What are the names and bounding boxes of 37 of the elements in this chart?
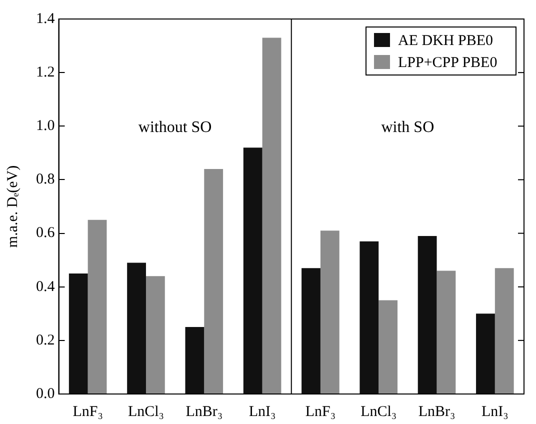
y-tick-label: 1.0: [36, 118, 55, 134]
x-tick-label: LnF₃: [305, 404, 336, 420]
x-tick-label: LnI₃: [248, 404, 276, 420]
legend-label: AE DKH PBE0: [398, 32, 494, 49]
x-tick-label: LnBr₃: [186, 404, 223, 420]
y-axis-title: m.a.e. Dₑ(eV): [4, 165, 21, 248]
bar: [68, 273, 88, 394]
bar: [494, 268, 514, 394]
y-tick-label: 1.2: [36, 64, 55, 81]
bar: [243, 148, 262, 394]
annotation: without SO: [138, 118, 212, 136]
annotation: with SO: [381, 118, 434, 136]
bar: [436, 270, 456, 394]
y-tick-label: 1.4: [36, 10, 56, 27]
bar: [302, 268, 320, 394]
y-tick-label: 0.0: [36, 386, 55, 402]
bar: [320, 230, 340, 394]
bar: [127, 262, 146, 394]
x-tick-label: LnCl₃: [360, 404, 397, 420]
bar: [146, 276, 165, 394]
x-tick-label: LnCl₃: [128, 404, 164, 420]
bar: [185, 327, 204, 394]
x-tick-label: LnI₃: [481, 404, 508, 420]
bar: [88, 220, 107, 394]
x-tick-label: LnF₃: [72, 404, 103, 420]
bar: [378, 300, 398, 394]
bar: [476, 314, 495, 394]
bar: [418, 236, 437, 394]
bar: [360, 241, 379, 394]
y-tick-label: 0.2: [36, 332, 55, 348]
bar: [262, 38, 282, 394]
y-tick-label: 0.8: [36, 172, 55, 188]
y-tick-label: 0.6: [36, 225, 56, 242]
legend-label: LPP+CPP PBE0: [398, 54, 498, 71]
x-tick-label: LnBr₃: [418, 404, 456, 420]
bar: [204, 169, 224, 394]
y-tick-label: 0.4: [36, 278, 56, 295]
